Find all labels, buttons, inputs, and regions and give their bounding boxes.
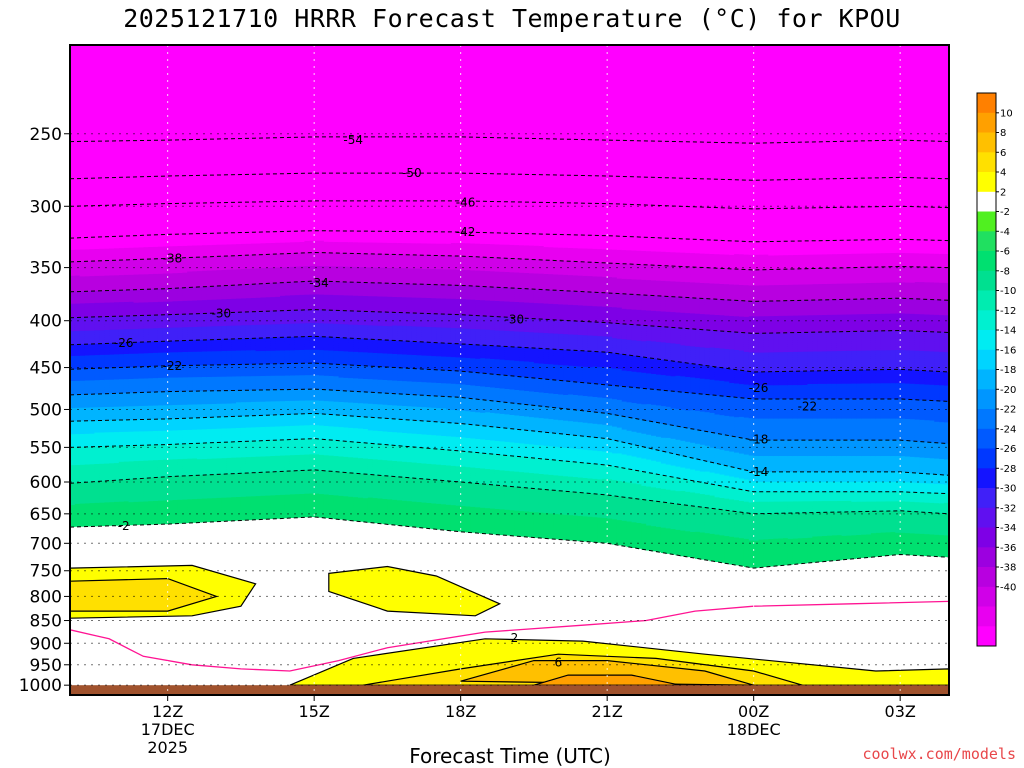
chart-svg: -54-50-46-42-38-34-30 -30-26-26-22-22-18-… bbox=[0, 0, 1024, 768]
